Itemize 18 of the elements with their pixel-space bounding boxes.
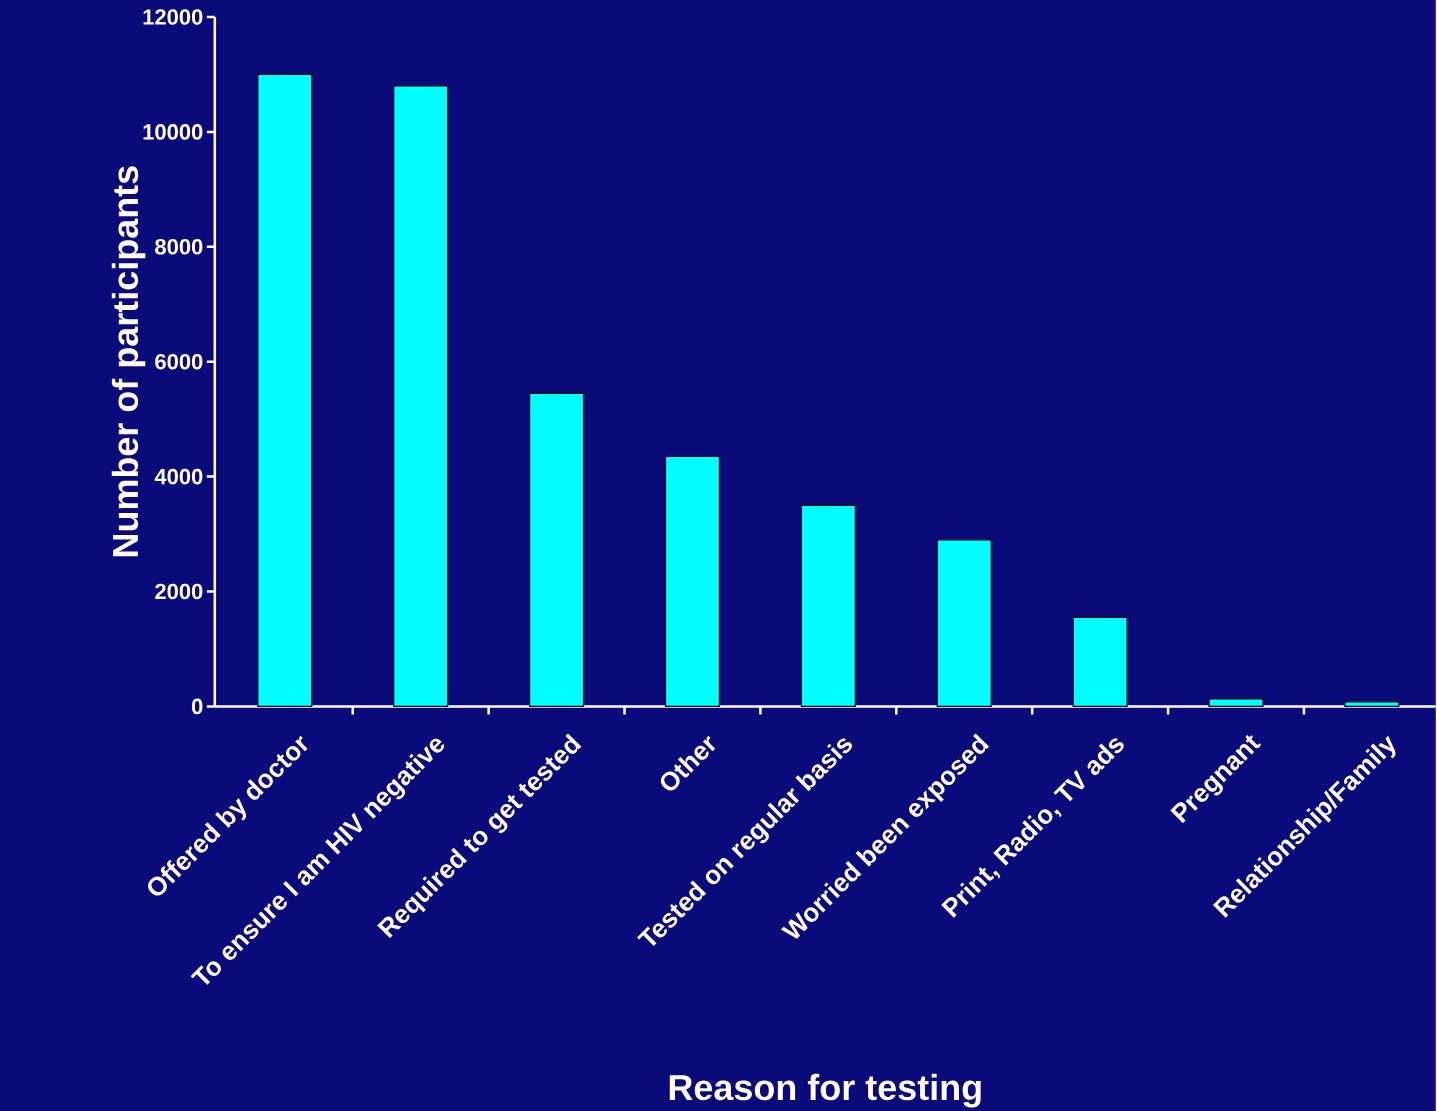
bar — [529, 392, 585, 707]
y-tick-label: 0 — [191, 698, 203, 715]
y-axis-title: Number of participants — [111, 166, 146, 557]
y-tick-label: 8000 — [155, 238, 203, 255]
bar — [800, 504, 856, 707]
bar — [936, 539, 992, 707]
y-tick-label: 12000 — [143, 9, 203, 25]
bar — [1072, 616, 1128, 707]
bar — [257, 73, 313, 707]
x-axis-title: Reason for testing — [669, 1073, 981, 1108]
bar — [1208, 698, 1264, 707]
y-tick-label: 2000 — [155, 583, 203, 600]
bar — [664, 455, 721, 707]
y-tick-label: 4000 — [154, 468, 203, 485]
y-tick-label: 10000 — [143, 124, 203, 140]
y-tick-label: 6000 — [155, 353, 203, 370]
bar — [393, 85, 449, 707]
bar — [1344, 701, 1400, 707]
